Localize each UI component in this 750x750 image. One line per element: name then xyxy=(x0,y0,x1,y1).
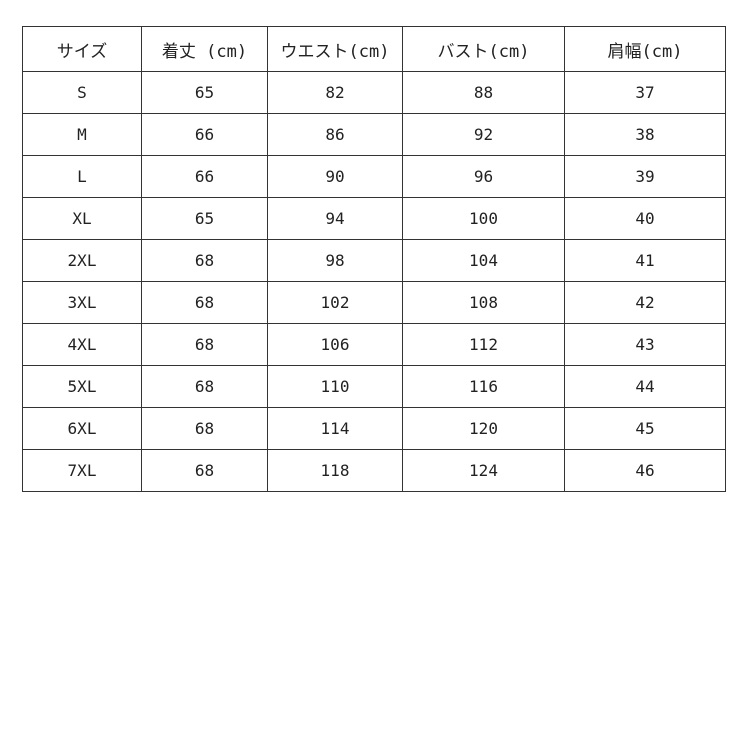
size-chart-table: サイズ 着丈 (cm) ウエスト(cm) バスト(cm) 肩幅(cm) S 65 8… xyxy=(22,26,726,492)
cell-length: 68 xyxy=(141,365,268,408)
cell-bust: 116 xyxy=(402,365,565,408)
cell-shoulder: 39 xyxy=(564,155,726,198)
cell-size: 6XL xyxy=(22,407,142,450)
cell-size: XL xyxy=(22,197,142,240)
cell-length: 66 xyxy=(141,155,268,198)
cell-size: 4XL xyxy=(22,323,142,366)
table-row: 3XL 68 102 108 42 xyxy=(22,281,726,324)
cell-shoulder: 40 xyxy=(564,197,726,240)
table-row: M 66 86 92 38 xyxy=(22,113,726,156)
cell-length: 68 xyxy=(141,449,268,492)
cell-bust: 112 xyxy=(402,323,565,366)
table-row: 6XL 68 114 120 45 xyxy=(22,407,726,450)
cell-waist: 94 xyxy=(267,197,403,240)
table-row: 7XL 68 118 124 46 xyxy=(22,449,726,492)
cell-waist: 90 xyxy=(267,155,403,198)
cell-size: 2XL xyxy=(22,239,142,282)
table-row: 2XL 68 98 104 41 xyxy=(22,239,726,282)
cell-length: 68 xyxy=(141,239,268,282)
cell-size: M xyxy=(22,113,142,156)
header-length: 着丈 (cm) xyxy=(141,26,268,72)
cell-shoulder: 37 xyxy=(564,71,726,114)
cell-bust: 92 xyxy=(402,113,565,156)
cell-bust: 124 xyxy=(402,449,565,492)
cell-bust: 88 xyxy=(402,71,565,114)
cell-waist: 114 xyxy=(267,407,403,450)
cell-waist: 86 xyxy=(267,113,403,156)
cell-shoulder: 38 xyxy=(564,113,726,156)
cell-bust: 108 xyxy=(402,281,565,324)
cell-waist: 102 xyxy=(267,281,403,324)
cell-waist: 98 xyxy=(267,239,403,282)
cell-size: 7XL xyxy=(22,449,142,492)
cell-bust: 100 xyxy=(402,197,565,240)
header-shoulder: 肩幅(cm) xyxy=(564,26,726,72)
cell-bust: 96 xyxy=(402,155,565,198)
cell-waist: 106 xyxy=(267,323,403,366)
cell-waist: 118 xyxy=(267,449,403,492)
table-row: L 66 90 96 39 xyxy=(22,155,726,198)
cell-size: 5XL xyxy=(22,365,142,408)
cell-length: 65 xyxy=(141,197,268,240)
cell-shoulder: 42 xyxy=(564,281,726,324)
cell-shoulder: 46 xyxy=(564,449,726,492)
table-row: 5XL 68 110 116 44 xyxy=(22,365,726,408)
cell-length: 68 xyxy=(141,407,268,450)
cell-waist: 110 xyxy=(267,365,403,408)
cell-length: 65 xyxy=(141,71,268,114)
table-row: 4XL 68 106 112 43 xyxy=(22,323,726,366)
cell-bust: 120 xyxy=(402,407,565,450)
table-row: S 65 82 88 37 xyxy=(22,71,726,114)
cell-waist: 82 xyxy=(267,71,403,114)
cell-shoulder: 43 xyxy=(564,323,726,366)
cell-shoulder: 41 xyxy=(564,239,726,282)
cell-length: 66 xyxy=(141,113,268,156)
header-size: サイズ xyxy=(22,26,142,72)
cell-shoulder: 45 xyxy=(564,407,726,450)
cell-size: L xyxy=(22,155,142,198)
table-row: XL 65 94 100 40 xyxy=(22,197,726,240)
cell-shoulder: 44 xyxy=(564,365,726,408)
cell-size: 3XL xyxy=(22,281,142,324)
cell-size: S xyxy=(22,71,142,114)
header-waist: ウエスト(cm) xyxy=(267,26,403,72)
header-bust: バスト(cm) xyxy=(402,26,565,72)
cell-bust: 104 xyxy=(402,239,565,282)
cell-length: 68 xyxy=(141,281,268,324)
header-row: サイズ 着丈 (cm) ウエスト(cm) バスト(cm) 肩幅(cm) xyxy=(22,26,726,72)
cell-length: 68 xyxy=(141,323,268,366)
